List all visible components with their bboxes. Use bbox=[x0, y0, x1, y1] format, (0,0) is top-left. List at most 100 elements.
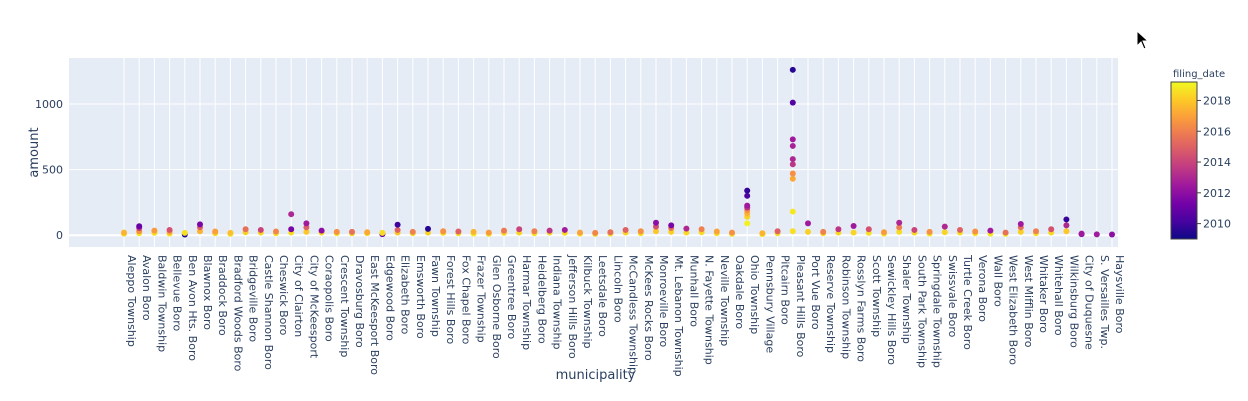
x-tick-label: Munhall Boro bbox=[687, 255, 700, 327]
x-tick-label: Sewickley Hills Boro bbox=[885, 255, 898, 365]
data-point bbox=[151, 227, 158, 234]
data-point bbox=[789, 66, 796, 73]
data-point bbox=[805, 220, 811, 227]
data-point bbox=[896, 219, 903, 226]
x-tick-label: Ohio Township bbox=[748, 255, 761, 334]
data-point bbox=[926, 228, 933, 235]
x-tick-label: Edgewood Boro bbox=[383, 255, 396, 341]
x-tick-label: Wilkinsburg Boro bbox=[1067, 255, 1080, 348]
data-point bbox=[197, 221, 203, 228]
data-point bbox=[1033, 228, 1039, 235]
x-tick-label: Mt. Lebanon Township bbox=[672, 255, 685, 377]
data-point bbox=[1048, 226, 1055, 233]
data-point bbox=[1002, 229, 1009, 236]
data-point bbox=[592, 229, 599, 236]
plot-background bbox=[69, 58, 1118, 247]
data-point bbox=[531, 228, 538, 235]
data-point bbox=[729, 229, 735, 236]
x-tick-label: Greentree Boro bbox=[505, 255, 518, 339]
x-tick-label: Haysville Boro bbox=[1113, 255, 1126, 334]
data-point bbox=[744, 202, 751, 209]
colorbar-tick-label: 2016 bbox=[1203, 125, 1231, 138]
colorbar-tick-label: 2018 bbox=[1203, 94, 1231, 107]
x-tick-label: Lincoln Boro bbox=[611, 255, 624, 323]
data-point bbox=[1093, 231, 1100, 238]
data-point bbox=[394, 226, 401, 233]
x-tick-label: Crescent Township bbox=[338, 255, 351, 357]
data-point bbox=[789, 99, 796, 106]
x-tick-label: Castle Shannon Boro bbox=[262, 255, 275, 370]
data-point bbox=[440, 228, 447, 235]
data-point bbox=[1109, 231, 1115, 238]
data-point bbox=[577, 229, 583, 236]
x-tick-label: South Park Township bbox=[915, 255, 928, 368]
x-tick-label: Glen Osborne Boro bbox=[490, 255, 503, 359]
data-point bbox=[1063, 222, 1070, 229]
plot-area[interactable] bbox=[69, 58, 1118, 247]
data-point bbox=[485, 229, 492, 236]
x-axis-title: municipality bbox=[556, 368, 636, 383]
x-tick-label: Port Vue Boro bbox=[809, 255, 822, 330]
data-points bbox=[121, 66, 1115, 238]
data-point bbox=[759, 230, 766, 237]
x-tick-label: Bridgeville Boro bbox=[247, 255, 260, 342]
x-tick-label: Fox Chapel Boro bbox=[459, 255, 472, 345]
data-point bbox=[516, 226, 523, 233]
x-tick-label: Forest Hills Boro bbox=[444, 255, 457, 344]
x-tick-label: Springdale Township bbox=[931, 255, 944, 368]
data-point bbox=[546, 227, 553, 234]
data-point bbox=[121, 229, 127, 236]
data-point bbox=[744, 192, 751, 199]
data-point bbox=[561, 226, 568, 233]
data-point bbox=[805, 228, 811, 235]
x-tick-label: Elizabeth Boro bbox=[399, 255, 412, 335]
x-tick-label: Coraopolis Boro bbox=[323, 255, 336, 342]
data-point bbox=[364, 229, 371, 236]
y-tick-label: 500 bbox=[42, 164, 63, 177]
data-point bbox=[972, 228, 979, 235]
x-tick-label: Baldwin Township bbox=[155, 255, 168, 352]
data-point bbox=[455, 228, 462, 235]
x-tick-label: Ben Avon Hts. Boro bbox=[186, 255, 199, 361]
x-tick-label: Avalon Boro bbox=[140, 255, 153, 321]
data-point bbox=[181, 229, 188, 236]
data-point bbox=[987, 227, 994, 234]
mouse-cursor-icon bbox=[1136, 30, 1150, 50]
data-point bbox=[653, 228, 659, 235]
data-point bbox=[1017, 221, 1024, 228]
data-point bbox=[789, 142, 796, 149]
data-point bbox=[257, 226, 264, 233]
data-point bbox=[789, 161, 796, 168]
data-point bbox=[288, 226, 295, 233]
colorbar-title: filing_date bbox=[1173, 69, 1225, 80]
data-point bbox=[1078, 230, 1085, 237]
colorbar-tick-label: 2012 bbox=[1203, 187, 1231, 200]
x-tick-label: City of Duquesne bbox=[1083, 255, 1096, 350]
x-tick-label: Oakdale Boro bbox=[733, 255, 746, 329]
data-point bbox=[166, 226, 173, 233]
data-point bbox=[333, 228, 340, 235]
data-point bbox=[212, 228, 219, 235]
data-point bbox=[379, 229, 386, 236]
y-tick-label: 0 bbox=[56, 229, 63, 242]
x-tick-label: Pitcairn Boro bbox=[779, 255, 792, 325]
colorbar-tick-label: 2014 bbox=[1203, 156, 1231, 169]
y-tick-label: 1000 bbox=[35, 98, 63, 111]
x-tick-label: Blawnox Boro bbox=[201, 255, 214, 330]
data-point bbox=[653, 219, 659, 226]
data-point bbox=[227, 229, 234, 236]
x-tick-label: City of Clairton bbox=[292, 255, 305, 337]
x-tick-label: Fawn Township bbox=[429, 255, 442, 337]
x-tick-label: Harmar Township bbox=[520, 255, 533, 350]
x-tick-label: Reserve Township bbox=[824, 255, 837, 353]
data-point bbox=[850, 223, 857, 229]
x-tick-label: Turtle Creek Boro bbox=[961, 254, 974, 350]
x-tick-label: Frazer Township bbox=[475, 255, 488, 343]
data-point bbox=[896, 228, 903, 235]
x-tick-label: Indiana Township bbox=[551, 255, 564, 350]
data-point bbox=[683, 225, 690, 232]
y-axis-title: amount bbox=[27, 127, 42, 177]
x-tick-label: Monroeville Boro bbox=[657, 255, 670, 347]
data-point bbox=[394, 221, 401, 228]
x-tick-label: Heidelberg Boro bbox=[535, 255, 548, 344]
